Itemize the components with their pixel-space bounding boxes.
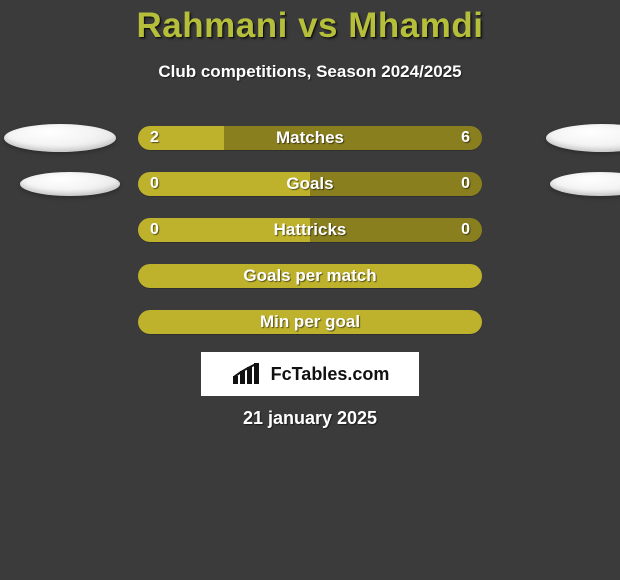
comparison-card: Rahmani vs Mhamdi Club competitions, Sea… — [0, 0, 620, 580]
stat-row: Goals per match — [0, 264, 620, 288]
stat-bar: Goals per match — [138, 264, 482, 288]
stats-block: Matches26Goals00Hattricks00Goals per mat… — [0, 126, 620, 356]
stat-row: Matches2 6 — [0, 126, 620, 150]
stat-label: Matches — [138, 126, 482, 150]
player-right-ellipse — [546, 124, 620, 152]
stat-value-left: 2 — [150, 126, 159, 150]
stat-bar: Goals0 0 — [138, 172, 482, 196]
date-label: 21 january 2025 — [0, 408, 620, 429]
stat-bar: Min per goal — [138, 310, 482, 334]
stat-label: Goals per match — [138, 264, 482, 288]
player-left-ellipse — [4, 124, 116, 152]
stat-row: Goals0 0 — [0, 172, 620, 196]
branding-badge[interactable]: FcTables.com — [201, 352, 419, 396]
stat-value-left: 0 — [150, 218, 159, 242]
stat-value-right: 6 — [461, 126, 470, 150]
bar-logo-icon — [231, 362, 265, 386]
subtitle: Club competitions, Season 2024/2025 — [0, 62, 620, 82]
player-left-ellipse — [20, 172, 120, 196]
stat-row: Hattricks0 0 — [0, 218, 620, 242]
stat-label: Goals — [138, 172, 482, 196]
stat-value-right: 0 — [461, 172, 470, 196]
stat-label: Hattricks — [138, 218, 482, 242]
player-right-ellipse — [550, 172, 620, 196]
stat-row: Min per goal — [0, 310, 620, 334]
stat-value-left: 0 — [150, 172, 159, 196]
stat-bar: Hattricks0 0 — [138, 218, 482, 242]
stat-bar: Matches2 6 — [138, 126, 482, 150]
stat-label: Min per goal — [138, 310, 482, 334]
page-title: Rahmani vs Mhamdi — [0, 6, 620, 46]
stat-value-right: 0 — [461, 218, 470, 242]
branding-text: FcTables.com — [271, 364, 390, 385]
